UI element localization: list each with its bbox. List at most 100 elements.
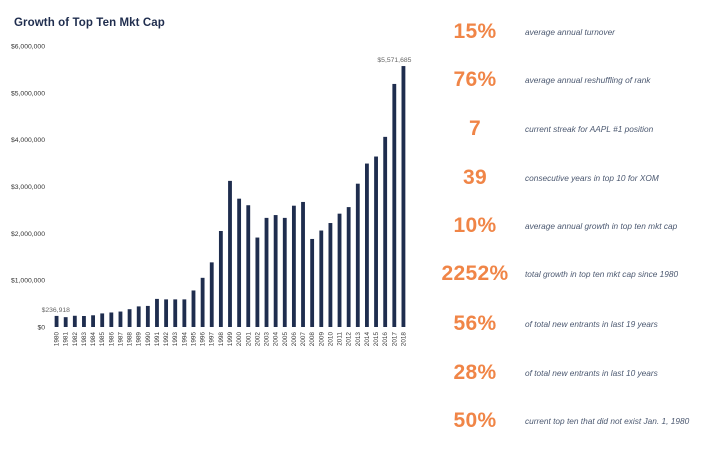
stat-row: 7 current streak for AAPL #1 position	[430, 107, 712, 151]
x-tick-label: 2010	[327, 332, 334, 347]
x-tick-label: 2000	[236, 332, 243, 347]
stat-value: 15%	[453, 20, 497, 43]
bar	[182, 299, 187, 327]
x-tick-label: 1986	[108, 332, 115, 347]
stat-value: 7	[469, 117, 481, 140]
y-tick-label: $3,000,000	[11, 184, 45, 191]
x-tick-label: 2007	[300, 332, 307, 347]
bar	[218, 230, 223, 327]
stat-description: average annual growth in top ten mkt cap	[525, 221, 678, 231]
x-tick-label: 2008	[309, 332, 316, 347]
bar	[228, 180, 232, 327]
x-tick-label: 1985	[99, 332, 106, 347]
x-tick-label: 2001	[245, 332, 252, 347]
stat-value: 2252%	[441, 262, 509, 285]
x-tick-label: 2016	[382, 332, 389, 347]
stat-description: average annual reshuffling of rank	[525, 75, 651, 85]
x-tick-label: 1991	[154, 332, 161, 347]
stat-row: 50% current top ten that did not exist J…	[430, 399, 712, 443]
x-tick-label: 2015	[373, 332, 380, 347]
bar	[310, 238, 315, 327]
x-tick-label: 1997	[209, 332, 216, 347]
stat-row: 15% average annual turnover	[430, 10, 712, 54]
bar	[346, 207, 351, 327]
bar	[72, 315, 77, 327]
bar	[392, 83, 397, 327]
x-tick-label: 1995	[190, 332, 197, 347]
stat-description: of total new entrants in last 19 years	[525, 319, 658, 329]
bar	[82, 315, 86, 327]
bar	[127, 309, 132, 327]
data-label: $5,571,685	[377, 57, 411, 64]
x-tick-label: 1992	[163, 332, 170, 347]
x-tick-label: 1988	[127, 332, 134, 347]
stat-value: 10%	[453, 214, 497, 237]
bar	[209, 262, 214, 327]
stat-value: 28%	[453, 361, 497, 384]
x-tick-label: 1983	[81, 332, 88, 347]
x-tick-label: 2002	[254, 332, 261, 347]
stat-description: of total new entrants in last 10 years	[525, 368, 658, 378]
x-tick-label: 2009	[318, 332, 325, 347]
y-tick-label: $4,000,000	[11, 137, 45, 144]
bar	[109, 312, 114, 327]
x-tick-label: 1980	[54, 332, 61, 347]
stat-row: 76% average annual reshuffling of rank	[430, 58, 712, 102]
bar	[173, 299, 178, 327]
x-tick-label: 2005	[282, 332, 289, 347]
x-tick-label: 1993	[172, 332, 179, 347]
stat-row: 56% of total new entrants in last 19 yea…	[430, 302, 712, 346]
bar	[301, 201, 305, 327]
x-tick-label: 1996	[200, 332, 207, 347]
x-tick-label: 1981	[63, 332, 70, 347]
x-tick-label: 2012	[346, 332, 353, 347]
bar	[155, 298, 159, 327]
bar	[291, 205, 296, 327]
x-tick-label: 2004	[273, 332, 280, 347]
x-tick-label: 2017	[391, 332, 398, 347]
stat-value: 50%	[453, 409, 497, 432]
x-tick-label: 1990	[145, 332, 152, 347]
bar	[365, 163, 369, 327]
bar-chart: $0 $1,000,000 $2,000,000 $3,000,000 $4,000,0…	[11, 44, 412, 347]
x-tick-label: 1998	[218, 332, 225, 347]
data-label: $236,918	[42, 307, 71, 314]
y-tick-label: $5,000,000	[11, 90, 45, 97]
y-tick-label: $0	[37, 325, 45, 332]
stat-description: consecutive years in top 10 for XOM	[525, 173, 659, 183]
x-tick-label: 1994	[181, 332, 188, 347]
y-tick-label: $6,000,000	[11, 44, 45, 51]
x-tick-label: 1999	[227, 332, 234, 347]
bar	[54, 315, 59, 327]
y-tick-label: $2,000,000	[11, 231, 45, 238]
stat-description: average annual turnover	[525, 27, 615, 37]
stat-row: 2252% total growth in top ten mkt cap si…	[430, 252, 712, 296]
bar	[191, 290, 196, 327]
bar	[328, 223, 333, 327]
stat-row: 28% of total new entrants in last 10 yea…	[430, 351, 712, 395]
bar	[237, 198, 242, 327]
stat-row: 10% average annual growth in top ten mkt…	[430, 204, 712, 248]
bar	[118, 311, 123, 327]
bar	[383, 136, 388, 327]
bar	[164, 299, 169, 327]
stat-description: current streak for AAPL #1 position	[525, 124, 654, 134]
x-tick-label: 2013	[355, 332, 362, 347]
bar	[136, 306, 141, 327]
bar	[91, 315, 95, 327]
stat-value: 39	[463, 166, 487, 189]
x-tick-label: 2006	[291, 332, 298, 347]
x-tick-label: 1984	[90, 332, 97, 347]
x-tick-label: 1987	[117, 332, 124, 347]
bar	[264, 217, 269, 327]
x-tick-label: 2018	[400, 332, 407, 347]
stat-description: current top ten that did not exist Jan. …	[525, 416, 690, 426]
bar	[100, 313, 105, 327]
bar	[273, 215, 278, 327]
bar	[145, 305, 150, 327]
bar	[374, 156, 378, 327]
x-tick-label: 2003	[264, 332, 271, 347]
x-tick-label: 2011	[337, 332, 344, 346]
stat-value: 76%	[453, 68, 497, 91]
stat-description: total growth in top ten mkt cap since 19…	[525, 269, 679, 279]
